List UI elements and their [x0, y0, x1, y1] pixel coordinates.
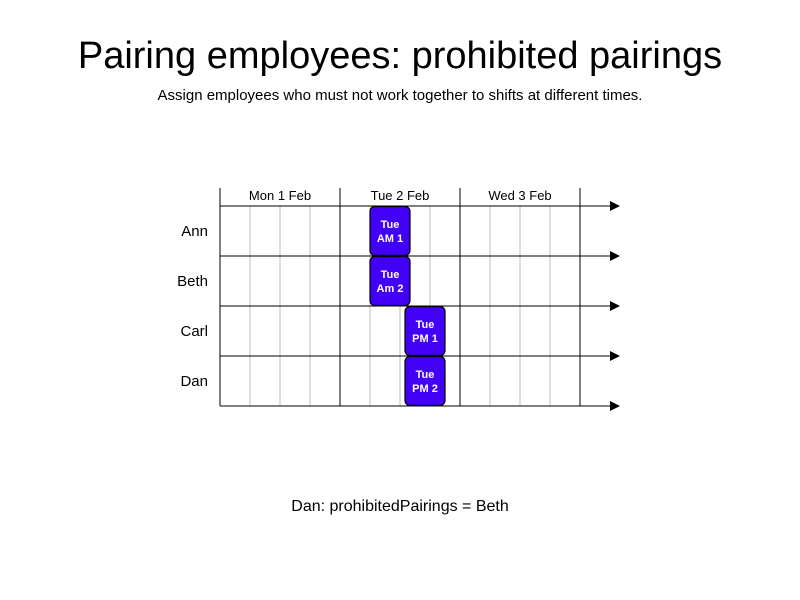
shift-block: [404, 355, 446, 407]
shift-label-day: Tue: [381, 269, 400, 281]
shift-label-day: Tue: [381, 219, 400, 231]
day-header-label: Wed 3 Feb: [488, 188, 551, 203]
employee-label: Beth: [177, 273, 208, 290]
shift-label-day: Tue: [416, 369, 435, 381]
shift-block: [369, 255, 411, 307]
arrow-head: [610, 301, 620, 311]
arrow-head: [610, 401, 620, 411]
day-header-label: Tue 2 Feb: [371, 188, 430, 203]
day-header-label: Mon 1 Feb: [249, 188, 311, 203]
employee-label: Ann: [181, 223, 208, 240]
arrow-head: [610, 201, 620, 211]
footnote: Dan: prohibitedPairings = Beth: [291, 498, 509, 515]
shift-block: [404, 305, 446, 357]
page-title: Pairing employees: prohibited pairings: [77, 35, 723, 77]
shift-block: [369, 205, 411, 257]
employee-label: Carl: [180, 323, 208, 340]
arrow-head: [610, 251, 620, 261]
shift-label-name: Am 2: [377, 283, 404, 295]
employee-label: Dan: [180, 373, 208, 390]
page-subtitle: Assign employees who must not work toget…: [157, 87, 643, 104]
shift-label-name: AM 1: [377, 233, 403, 245]
shift-label-name: PM 1: [412, 333, 438, 345]
shift-label-name: PM 2: [412, 383, 438, 395]
arrow-head: [610, 351, 620, 361]
shift-label-day: Tue: [416, 319, 435, 331]
